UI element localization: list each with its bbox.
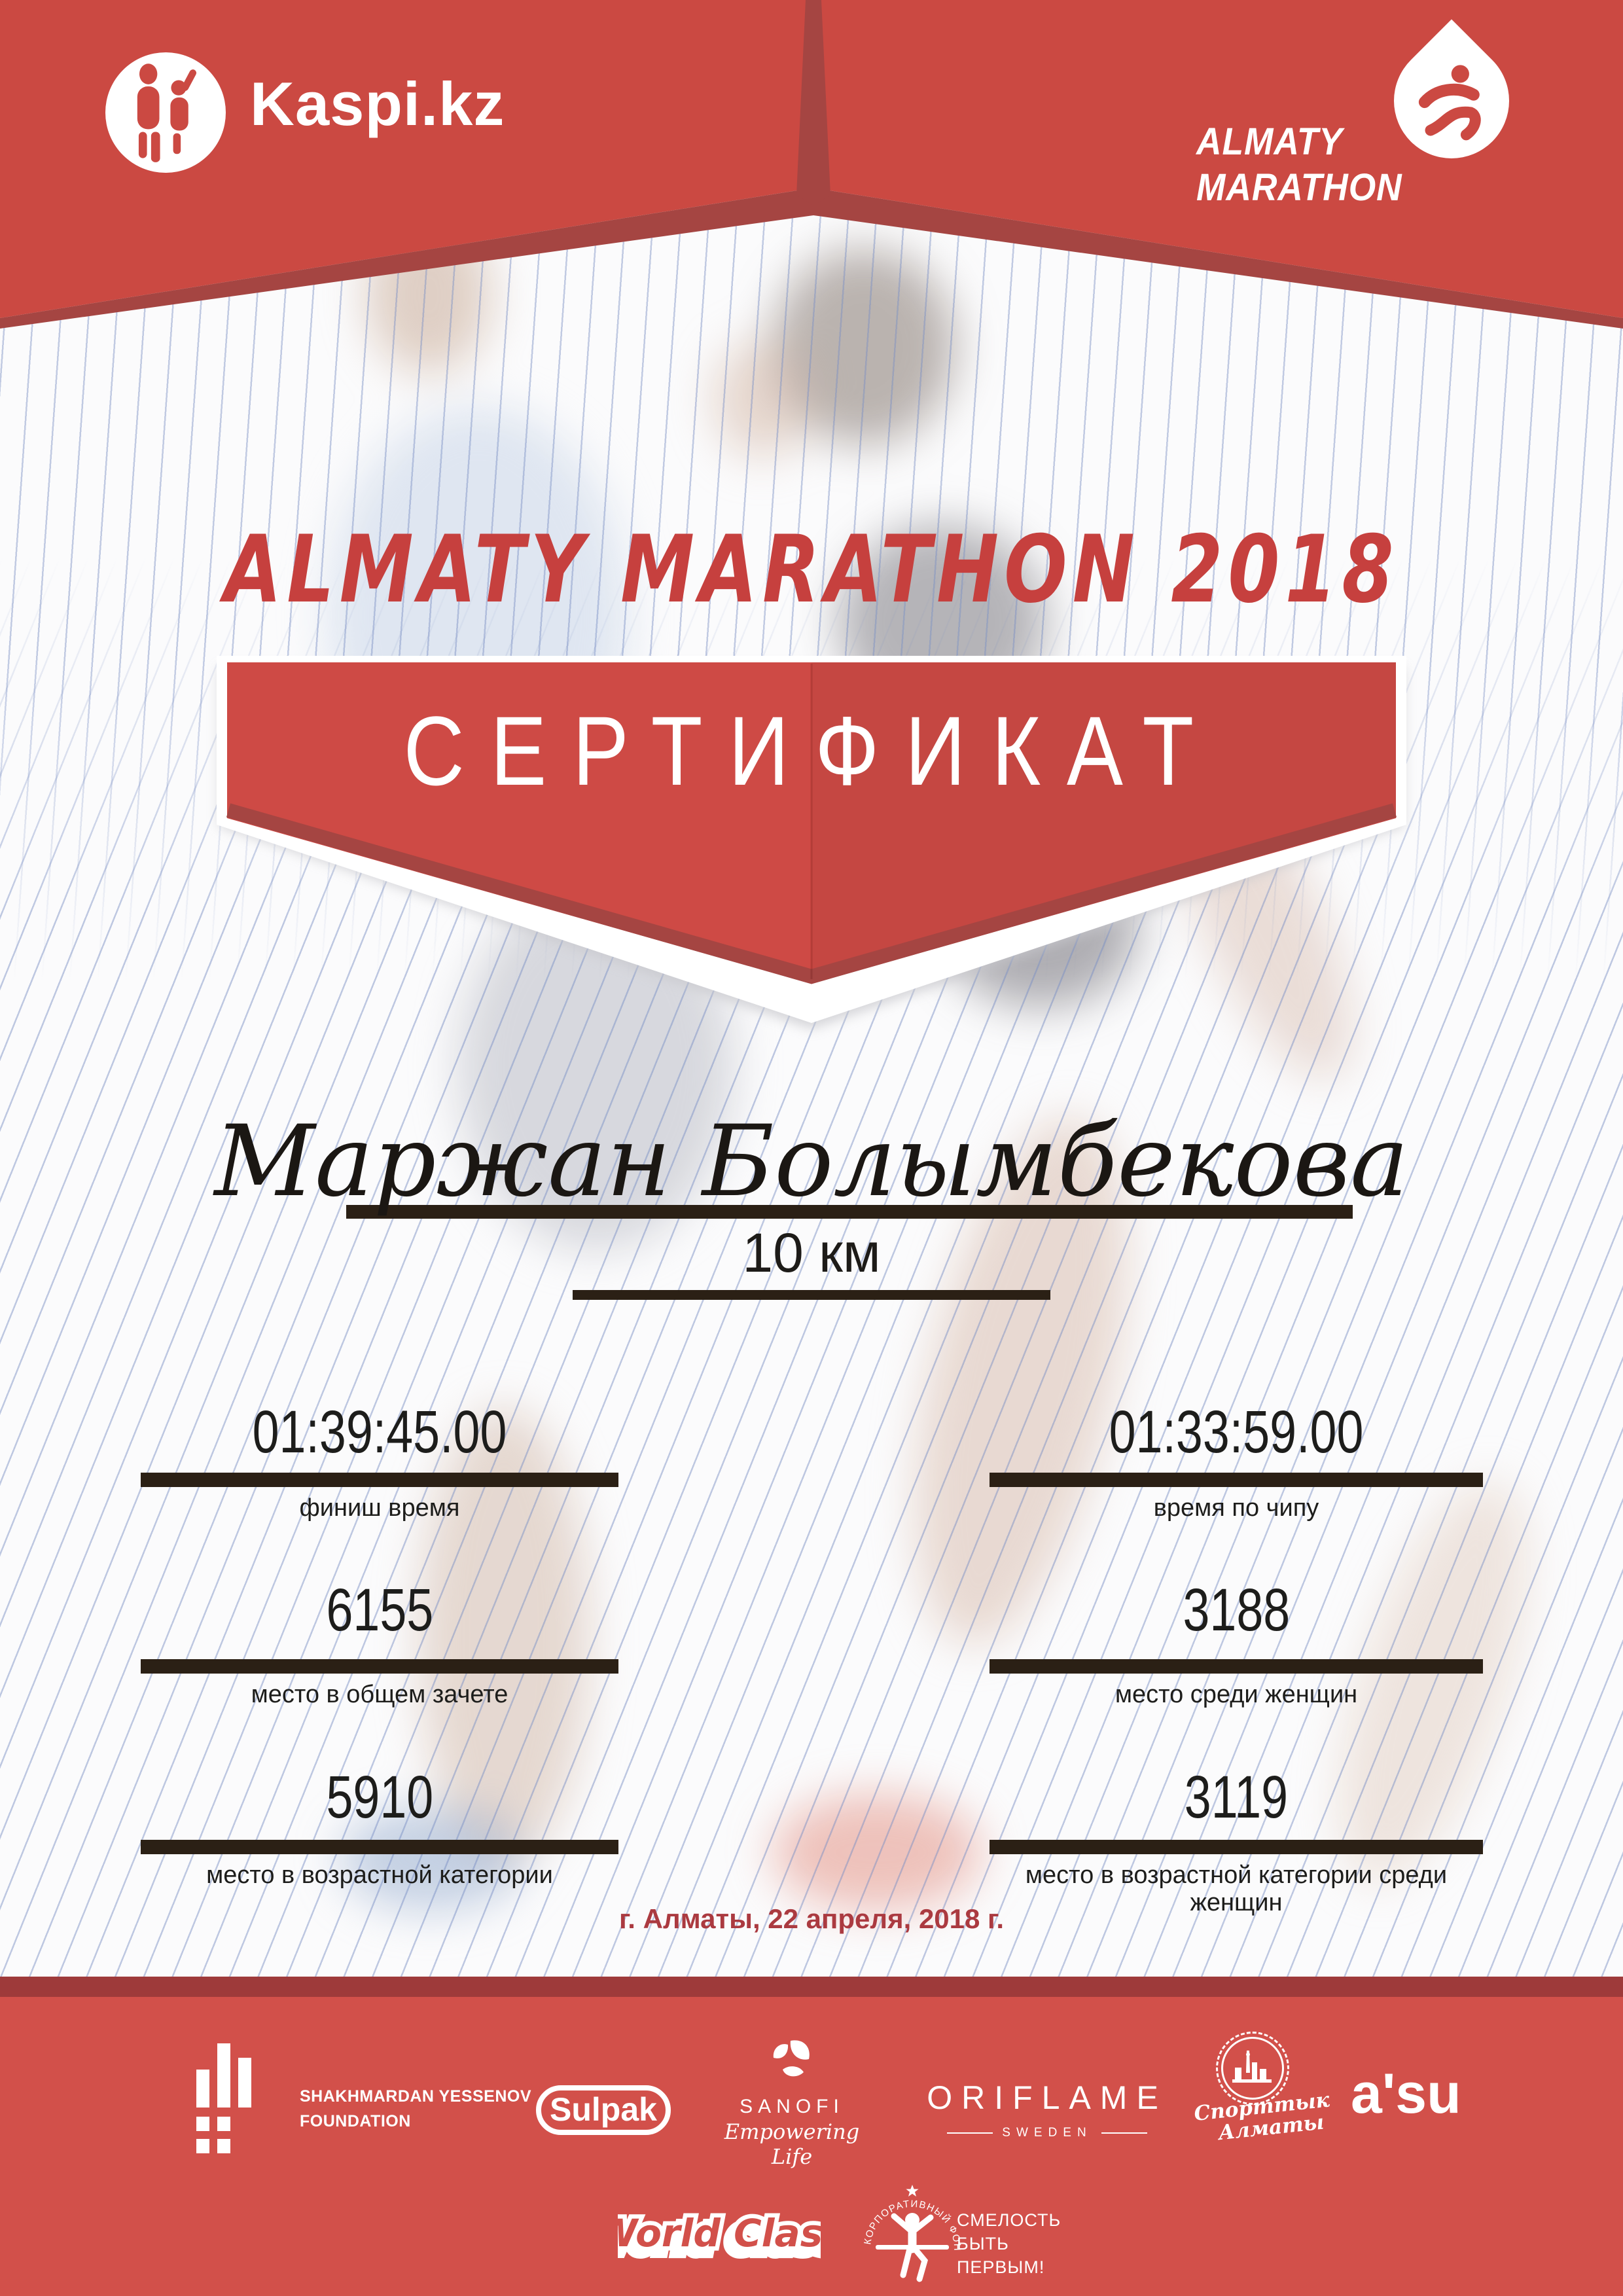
distance-value: 10 км: [742, 1222, 881, 1283]
stat-underline: [990, 1840, 1483, 1854]
almaty-marathon-logo-line1: ALMATY: [1196, 120, 1343, 163]
stat-underline: [990, 1659, 1483, 1674]
almaty-marathon-logo-line2: MARATHON: [1196, 166, 1402, 209]
stat-underline: [990, 1473, 1483, 1487]
sporttyk-skyline-icon: [1232, 2051, 1272, 2083]
oriflame-subtext: SWEDEN: [1002, 2126, 1092, 2140]
top-banner-shape: [0, 0, 1623, 329]
finish-time-label: финиш время: [299, 1494, 460, 1522]
age-category-women-place-label: место в возрастной категории среди женщи…: [1025, 1861, 1448, 1916]
sanofi-tagline: Empowering Life: [724, 2119, 860, 2169]
overall-place-value: 6155: [326, 1577, 433, 1643]
distance-underline: [573, 1290, 1050, 1300]
corporate-fund-star-icon: [906, 2185, 919, 2197]
oriflame-rule-right: [1101, 2132, 1147, 2134]
almaty-marathon-runner-icon: [1418, 65, 1481, 141]
women-place-value: 3188: [1183, 1577, 1290, 1643]
kaspi-logo-text: Kaspi.kz: [250, 69, 505, 138]
kaspi-logo-figures-icon: [137, 63, 197, 162]
asu-logo-text: a'su: [1351, 2062, 1461, 2125]
sporttyk-almaty-emblem-icon: [1216, 2032, 1289, 2105]
event-title: ALMATY MARATHON 2018: [224, 516, 1399, 624]
stat-underline: [141, 1659, 618, 1674]
world-class-text: World Class: [618, 2211, 821, 2255]
yessenov-foundation-icon: [196, 2043, 251, 2153]
sulpak-logo-text: Sulpak: [550, 2091, 657, 2128]
sulpak-logo: Sulpak: [536, 2085, 671, 2135]
age-category-women-place-value: 3119: [1184, 1764, 1289, 1831]
fund-slogan-line2: БЫТЬ: [957, 2234, 1009, 2253]
overall-place-label: место в общем зачете: [251, 1681, 508, 1708]
participant-name: Маржан Болымбекова: [214, 1105, 1409, 1219]
fund-slogan-line3: ПЕРВЫМ!: [957, 2257, 1045, 2277]
fund-slogan-line1: СМЕЛОСТЬ: [957, 2210, 1061, 2230]
age-category-place-value: 5910: [326, 1764, 433, 1831]
chip-time-label: время по чипу: [1153, 1494, 1319, 1522]
event-date: г. Алматы, 22 апреля, 2018 г.: [619, 1903, 1004, 1934]
age-category-place-label: место в возрастной категории: [206, 1861, 553, 1889]
certificate-ribbon: [217, 656, 1406, 1029]
corporate-fund-slogan: СМЕЛОСТЬ БЫТЬ ПЕРВЫМ!: [957, 2208, 1061, 2279]
footer-divider: [0, 1977, 1623, 1997]
stat-underline: [141, 1473, 618, 1487]
finish-time-value: 01:39:45.00: [252, 1399, 507, 1465]
yessenov-foundation-line1: SHAKHMARDAN YESSENOV: [300, 2087, 532, 2106]
world-class-logo: World Class World Class: [618, 2207, 821, 2268]
corporate-fund-logo: КОРПОРАТИВНЫЙ ФОНД: [861, 2179, 962, 2282]
corporate-fund-runner-icon: [891, 2213, 934, 2282]
certificate-label: СЕРТИФИКАТ: [403, 696, 1220, 806]
women-place-label: место среди женщин: [1115, 1681, 1358, 1708]
oriflame-logo-text: ORIFLAME: [927, 2079, 1168, 2116]
yessenov-foundation-line2: FOUNDATION: [300, 2112, 411, 2130]
sanofi-bird-icon: [773, 2040, 810, 2077]
sponsors-footer: [0, 1997, 1623, 2296]
name-underline: [346, 1205, 1353, 1219]
kaspi-logo: [105, 52, 226, 173]
yessenov-foundation-logo: SHAKHMARDAN YESSENOV FOUNDATION: [300, 2084, 531, 2134]
chip-time-value: 01:33:59.00: [1109, 1399, 1364, 1465]
sanofi-logo-text: SANOFI: [740, 2096, 844, 2117]
oriflame-rule-left: [947, 2132, 993, 2134]
stat-underline: [141, 1840, 618, 1854]
finish-tape-icon: [876, 2245, 949, 2250]
oriflame-sweden-row: SWEDEN: [916, 2126, 1178, 2140]
world-class-shadow-text: World Class: [618, 2217, 821, 2262]
